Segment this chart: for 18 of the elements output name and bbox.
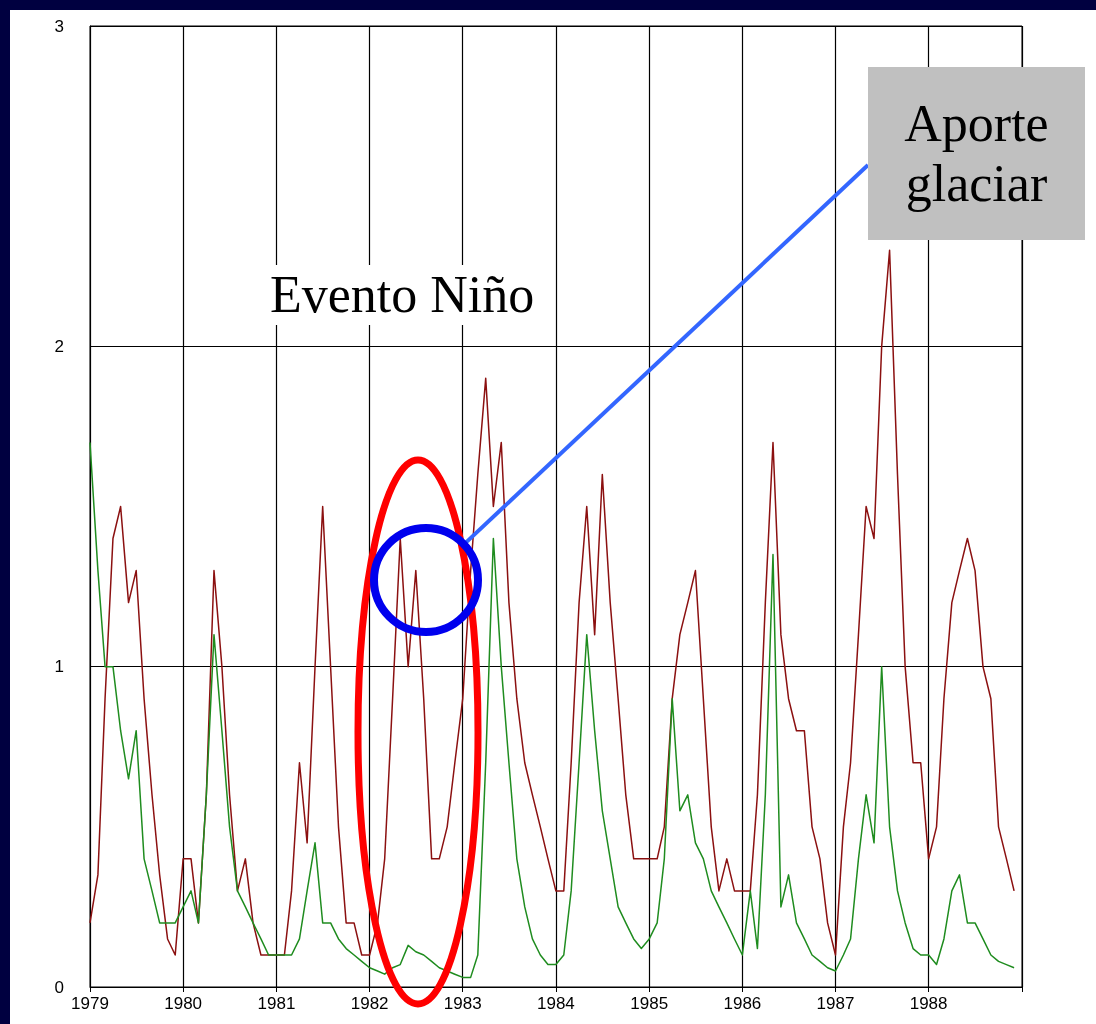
x-tick-label: 1980 — [164, 994, 203, 1013]
x-tick-label: 1984 — [536, 994, 575, 1013]
x-tick-label: 1985 — [630, 994, 669, 1013]
x-tick-label: 1982 — [350, 994, 389, 1013]
line-series — [89, 441, 1015, 979]
y-tick-label: 0 — [54, 977, 64, 997]
x-tick-label: 1983 — [443, 994, 482, 1013]
y-tick-label: 3 — [54, 16, 64, 36]
y-tick-label: 2 — [54, 336, 64, 356]
line-series — [89, 249, 1015, 956]
annotation: Aporte glaciar — [868, 67, 1085, 240]
x-tick-label: 1987 — [816, 994, 855, 1013]
annotation: Evento Niño — [258, 265, 547, 325]
x-tick-label: 1981 — [257, 994, 296, 1013]
x-tick-label: 1979 — [71, 994, 109, 1013]
x-tick-label: 1986 — [723, 994, 762, 1013]
y-tick-label: 1 — [54, 657, 64, 677]
x-tick-label: 1988 — [909, 994, 948, 1013]
